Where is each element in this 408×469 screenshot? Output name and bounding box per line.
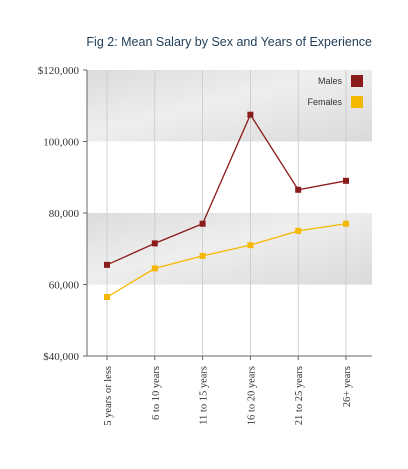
shaded-band xyxy=(87,213,372,285)
y-tick-label: 100,000 xyxy=(43,137,79,149)
legend: Males Females xyxy=(307,75,363,108)
x-tick-label: 5 years or less xyxy=(103,366,114,426)
females-data-point xyxy=(295,227,302,234)
males-series-line xyxy=(106,113,347,266)
females-data-point xyxy=(151,265,158,272)
y-axis-ticks: $40,000 60,000 80,000 100,000 $120,000 xyxy=(38,65,87,363)
females-data-point xyxy=(104,294,110,301)
males-data-point xyxy=(104,261,110,268)
y-tick-label: 60,000 xyxy=(49,280,80,292)
legend-label-males: Males xyxy=(318,76,343,86)
vertical-gridlines xyxy=(106,70,347,356)
legend-swatch-males xyxy=(351,75,363,87)
legend-label-females: Females xyxy=(307,97,342,107)
males-data-point xyxy=(151,240,158,247)
shaded-band xyxy=(87,70,372,142)
males-data-point xyxy=(295,186,302,193)
y-tick-label: $40,000 xyxy=(43,351,79,363)
y-tick-label: $120,000 xyxy=(38,65,80,77)
males-data-point xyxy=(247,111,254,118)
x-axis-ticks: 5 years or less 6 to 10 years 11 to 15 yea… xyxy=(103,356,353,426)
background-bands xyxy=(87,70,372,285)
males-data-point xyxy=(343,177,349,184)
y-tick-label: 80,000 xyxy=(49,208,80,220)
x-tick-label: 26+ years xyxy=(342,366,353,407)
x-tick-label: 21 to 25 years xyxy=(294,366,305,425)
x-tick-label: 11 to 15 years xyxy=(199,366,210,425)
males-data-point xyxy=(199,220,206,227)
females-data-point xyxy=(343,220,349,227)
females-series-line xyxy=(106,223,347,298)
chart-title: Fig 2: Mean Salary by Sex and Years of E… xyxy=(86,35,372,49)
females-data-point xyxy=(199,252,206,259)
x-tick-label: 16 to 20 years xyxy=(246,366,257,425)
females-data-point xyxy=(247,242,254,249)
series-group xyxy=(104,111,349,301)
x-tick-label: 6 to 10 years xyxy=(151,366,162,420)
legend-swatch-females xyxy=(351,96,363,108)
